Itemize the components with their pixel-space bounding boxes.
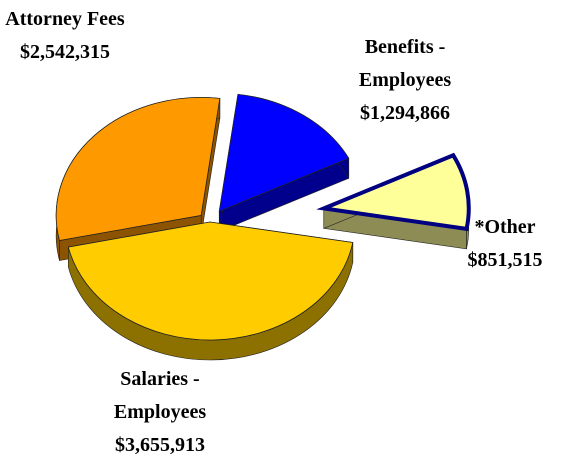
value-label: $2,542,315 (20, 41, 110, 63)
value-label: $1,294,866 (360, 102, 450, 124)
category-label: Attorney Fees (5, 8, 125, 30)
slice-label: Benefits - Employees $1,294,866 (335, 31, 475, 130)
slice-label: Attorney Fees $2,542,315 (2, 3, 128, 69)
slice-label: *Other $851,515 (445, 211, 562, 277)
value-label: $3,655,913 (115, 434, 205, 456)
category-label: Benefits - Employees (358, 36, 452, 91)
slice-label: Salaries - Employees $3,655,913 (90, 363, 230, 462)
category-label: Salaries - Employees (113, 368, 207, 423)
slice (218, 93, 350, 213)
value-label: $851,515 (467, 249, 543, 271)
slice (67, 221, 354, 341)
slice (316, 152, 471, 232)
category-label: *Other (474, 216, 536, 238)
slice (55, 96, 221, 241)
